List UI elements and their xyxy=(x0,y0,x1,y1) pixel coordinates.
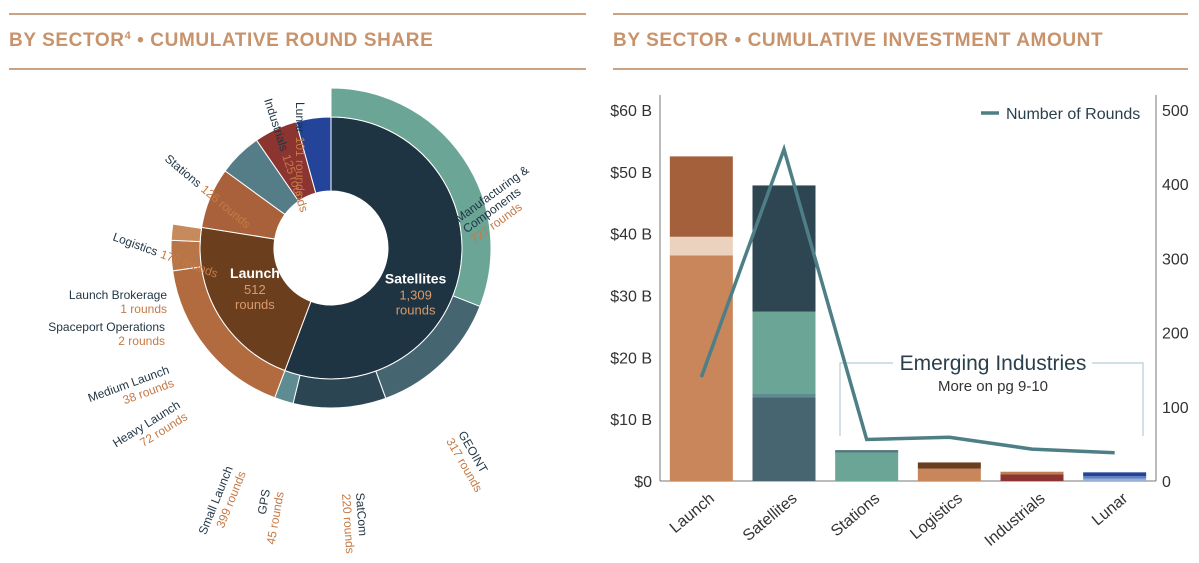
center-label-satellites-unit: rounds xyxy=(396,302,436,317)
label-rounds-launch-brokerage: 1 rounds xyxy=(120,302,167,316)
bar-launch-segment-0 xyxy=(669,255,733,481)
right-header-bottom-rule xyxy=(613,68,1188,70)
center-label-satellites-value: 1,309 xyxy=(399,287,432,302)
left-header-bottom-rule xyxy=(9,68,586,70)
bar-stations-segment-1 xyxy=(835,450,899,453)
annotation-bracket-left xyxy=(839,362,893,436)
left-title-superscript: 4 xyxy=(124,30,132,42)
x-tick-industrials: Industrials xyxy=(982,490,1049,550)
center-label-launch-value: 512 xyxy=(244,282,266,297)
annotation-subtitle: More on pg 9-10 xyxy=(938,378,1048,395)
label-name-spaceport-operations: Spaceport Operations xyxy=(48,320,165,334)
x-tick-logistics: Logistics xyxy=(907,490,966,543)
label-lunar: Lunar 101 rounds xyxy=(293,102,307,197)
bar-lunar-segment-0 xyxy=(1083,478,1147,481)
bar-launch-segment-1 xyxy=(669,236,733,256)
bar-satellites-segment-3 xyxy=(752,185,816,312)
bar-lunar-segment-1 xyxy=(1083,476,1147,479)
y2-tick-2: 200 xyxy=(1162,326,1189,343)
bar-industrials-segment-1 xyxy=(1000,471,1064,475)
x-tick-group-4: Industrials xyxy=(982,490,1049,550)
y-tick-2: $20 B xyxy=(610,350,652,367)
label-rounds-satcom: 220 rounds xyxy=(339,493,357,554)
left-title-rest: CUMULATIVE ROUND SHARE xyxy=(150,30,434,51)
label-name-satcom: SatCom xyxy=(353,492,370,536)
y-tick-6: $60 B xyxy=(610,103,652,120)
y2-tick-4: 400 xyxy=(1162,177,1189,194)
center-label-satellites-name: Satellites xyxy=(385,270,447,286)
x-tick-group-1: Satellites xyxy=(740,490,801,545)
annotation-bracket-right xyxy=(1092,362,1144,436)
bar-satellites-segment-1 xyxy=(752,393,816,398)
legend-label-number-of-rounds: Number of Rounds xyxy=(1006,106,1140,123)
label-group-lunar: Lunar 101 rounds xyxy=(293,102,307,197)
bar-satellites-segment-2 xyxy=(752,311,816,394)
y-tick-0: $0 xyxy=(634,474,652,491)
label-name-lunar: Lunar xyxy=(293,102,307,133)
center-label-launch-unit: rounds xyxy=(235,297,275,312)
left-title-main: BY SECTOR xyxy=(9,30,125,51)
bar-lunar-segment-2 xyxy=(1083,472,1147,477)
label-name-gps: GPS xyxy=(255,488,273,515)
label-name-stations: Stations xyxy=(162,152,204,191)
x-tick-group-2: Stations xyxy=(828,490,883,540)
y2-tick-1: 100 xyxy=(1162,400,1189,417)
right-panel-title: BY SECTOR • CUMULATIVE INVESTMENT AMOUNT xyxy=(613,30,1104,51)
y-tick-1: $10 B xyxy=(610,412,652,429)
y-tick-4: $40 B xyxy=(610,227,652,244)
annotation-title: Emerging Industries xyxy=(900,352,1087,375)
bar-logistics-segment-1 xyxy=(917,462,981,469)
x-tick-stations: Stations xyxy=(828,490,883,540)
y2-tick-5: 500 xyxy=(1162,103,1189,120)
bar-stations-segment-0 xyxy=(835,452,899,481)
x-tick-lunar: Lunar xyxy=(1089,490,1132,530)
center-label-launch-name: Launch xyxy=(230,265,280,281)
x-tick-group-3: Logistics xyxy=(907,490,966,543)
y-tick-5: $50 B xyxy=(610,165,652,182)
bar-logistics-segment-0 xyxy=(917,468,981,481)
y-tick-3: $30 B xyxy=(610,289,652,306)
label-name-launch-brokerage: Launch Brokerage xyxy=(69,288,167,302)
right-header-top-rule xyxy=(613,13,1188,15)
label-rounds-spaceport-operations: 2 rounds xyxy=(118,334,165,348)
left-panel-title: BY SECTOR4 • CUMULATIVE ROUND SHARE xyxy=(9,30,434,51)
label-name-logistics: Logistics xyxy=(111,230,160,259)
x-tick-satellites: Satellites xyxy=(740,490,801,545)
x-tick-group-0: Launch xyxy=(667,490,718,537)
bar-industrials-segment-0 xyxy=(1000,474,1064,481)
investment-bar-chart: $0 $10 B $20 B $30 B $40 B $50 B $60 B 0 100 200 3… xyxy=(610,95,1189,550)
bar-satellites-segment-0 xyxy=(752,397,816,481)
bar-launch-segment-2 xyxy=(669,156,733,237)
inner-slice-lunar xyxy=(295,116,332,194)
x-tick-group-5: Lunar xyxy=(1089,490,1132,530)
line-number-of-rounds xyxy=(699,143,1115,455)
outer-slice-launch-brokerage xyxy=(172,222,203,229)
x-tick-launch: Launch xyxy=(667,490,718,537)
left-header-top-rule xyxy=(9,13,586,15)
label-rounds-lunar: 101 rounds xyxy=(293,137,307,197)
y2-tick-3: 300 xyxy=(1162,251,1189,268)
sunburst-chart: Satellites1,309roundsLaunch512roundsLuna… xyxy=(48,87,531,554)
y2-tick-0: 0 xyxy=(1162,474,1171,491)
